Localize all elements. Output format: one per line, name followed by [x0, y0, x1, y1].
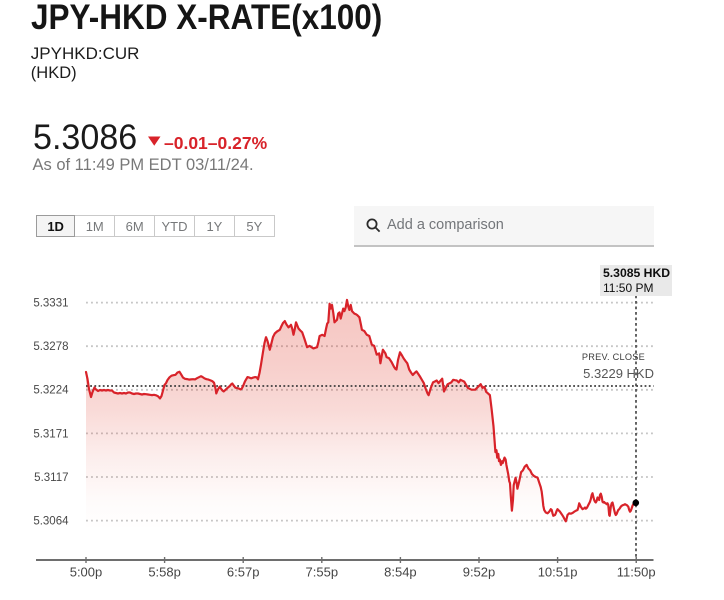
svg-text:11:50p: 11:50p	[617, 565, 656, 580]
svg-text:5.3064: 5.3064	[33, 516, 69, 528]
svg-text:8:54p: 8:54p	[384, 565, 417, 580]
svg-text:5.3278: 5.3278	[33, 341, 68, 353]
svg-text:5.3171: 5.3171	[33, 428, 68, 440]
svg-text:9:52p: 9:52p	[463, 565, 496, 580]
svg-text:5.3224: 5.3224	[33, 385, 69, 397]
svg-text:5.3117: 5.3117	[34, 472, 68, 484]
svg-text:5:00p: 5:00p	[70, 565, 103, 580]
svg-text:7:55p: 7:55p	[306, 565, 339, 580]
svg-text:10:51p: 10:51p	[538, 565, 578, 580]
svg-text:5:58p: 5:58p	[148, 565, 181, 580]
svg-text:6:57p: 6:57p	[227, 565, 260, 580]
svg-text:5.3331: 5.3331	[33, 298, 68, 310]
